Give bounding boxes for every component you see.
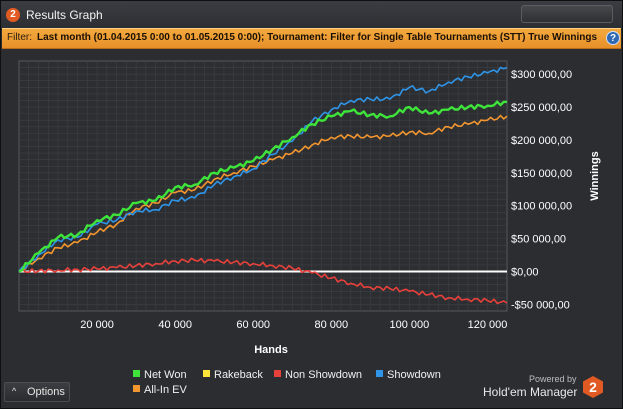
- legend-swatch: [274, 370, 281, 377]
- x-tick-label: 80 000: [314, 319, 348, 331]
- x-tick-label: 20 000: [80, 319, 114, 331]
- filter-bar[interactable]: Filter: Last month (01.04.2015 0:00 to 0…: [2, 28, 621, 49]
- x-tick-label: 120 000: [468, 319, 508, 331]
- y-tick-label: $150 000,00: [511, 168, 572, 180]
- options-button[interactable]: ^ Options: [4, 382, 70, 402]
- y-tick-label: -$50 000,00: [511, 299, 570, 311]
- y-axis-label: Winnings: [589, 151, 601, 200]
- legend-swatch: [203, 370, 210, 377]
- x-axis-label: Hands: [254, 344, 288, 356]
- filter-value: Last month (01.04.2015 0:00 to 01.05.201…: [37, 32, 598, 43]
- legend-label: All-In EV: [144, 384, 187, 396]
- x-tick-label: 40 000: [158, 319, 192, 331]
- legend-swatch: [376, 370, 383, 377]
- brand-name: Hold'em Manager: [483, 385, 578, 399]
- x-tick-label: 60 000: [236, 319, 270, 331]
- filter-label: Filter:: [7, 32, 32, 43]
- y-tick-label: $300 000,00: [511, 69, 572, 81]
- powered-by-text: Powered by: [529, 374, 577, 384]
- legend-label: Showdown: [387, 369, 441, 381]
- options-button-label: Options: [27, 386, 65, 398]
- legend-label: Non Showdown: [285, 369, 363, 381]
- y-tick-label: $0,00: [511, 267, 539, 279]
- legend-label: Rakeback: [214, 369, 263, 381]
- legend-item-non-showdown[interactable]: Non Showdown: [274, 369, 362, 381]
- series-line-all-in-ev: [18, 114, 508, 273]
- legend-item-all-in-ev[interactable]: All-In EV: [133, 384, 187, 396]
- y-tick-label: $200 000,00: [511, 135, 572, 147]
- x-tick-labels: 20 000 40 000 60 000 80 000 100 000 120 000: [80, 319, 507, 331]
- title-bar[interactable]: 2 Results Graph: [1, 1, 622, 30]
- series-lines: [18, 66, 508, 305]
- chevron-up-icon: ^: [12, 386, 17, 396]
- series-line-non-showdown: [18, 257, 508, 305]
- legend-item-showdown[interactable]: Showdown: [376, 369, 441, 381]
- hem-logo-icon: 2: [583, 376, 603, 398]
- results-chart: 20 000 40 000 60 000 80 000 100 000 120 000 $…: [18, 60, 601, 356]
- logo-text: 2: [589, 379, 597, 395]
- legend-item-net-won[interactable]: Net Won: [133, 369, 187, 381]
- legend-item-rakeback[interactable]: Rakeback: [203, 369, 263, 381]
- app-logo-icon: 2: [6, 8, 20, 22]
- window-controls[interactable]: [521, 5, 613, 23]
- legend-swatch: [133, 370, 140, 377]
- y-tick-label: $100 000,00: [511, 201, 572, 213]
- help-icon[interactable]: ?: [606, 31, 620, 45]
- y-tick-label: $50 000,00: [511, 234, 566, 246]
- y-tick-labels: $300 000,00 $250 000,00 $200 000,00 $150 00…: [511, 69, 572, 311]
- y-tick-label: $250 000,00: [511, 102, 572, 114]
- window-title: Results Graph: [26, 8, 103, 22]
- series-line-net-won: [18, 100, 508, 273]
- legend-swatch: [133, 385, 140, 392]
- x-tick-label: 100 000: [390, 319, 430, 331]
- legend-label: Net Won: [144, 369, 187, 381]
